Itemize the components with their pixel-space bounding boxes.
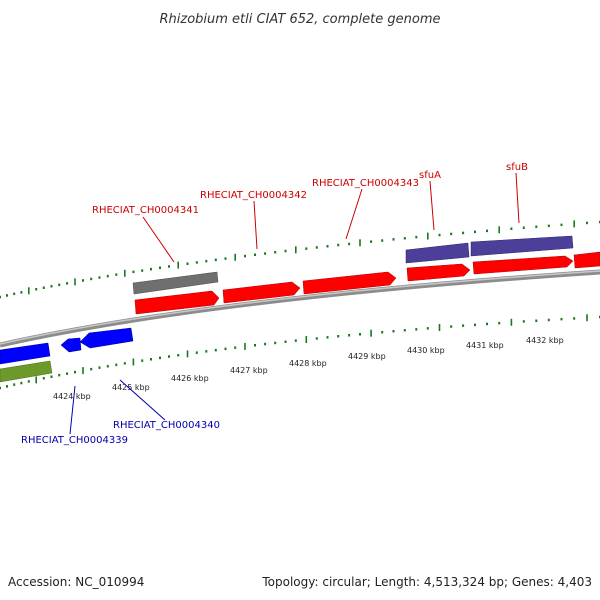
gene-forward-4341[interactable] (134, 290, 220, 315)
scale-label-4429: 4429 kbp (348, 352, 386, 361)
gene-layer-reverse (0, 327, 134, 383)
callout-sfuA (429, 180, 435, 231)
gene-label-4340[interactable]: RHECIAT_CH0004340 (113, 420, 220, 431)
outer-tick-track (0, 220, 600, 299)
reverse-callouts (69, 379, 166, 435)
callout-4339 (69, 385, 76, 435)
genome-summary-text: Topology: circular; Length: 4,513,324 bp… (261, 575, 592, 589)
accession-text: Accession: NC_010994 (8, 575, 144, 589)
scale-label-4424: 4424 kbp (53, 392, 91, 401)
gene-layer-forward (134, 251, 600, 315)
scale-label-4425: 4425 kbp (112, 383, 150, 392)
gene-label-4339[interactable]: RHECIAT_CH0004339 (21, 435, 128, 446)
gene-purple-sfuA[interactable] (405, 242, 470, 264)
genome-backbone (0, 269, 600, 348)
gene-purple-sfuB[interactable] (470, 235, 574, 257)
callout-4341 (142, 216, 175, 263)
scale-label-4432: 4432 kbp (526, 336, 564, 345)
callout-4342 (253, 200, 258, 250)
gene-layer-outer (132, 235, 574, 295)
scale-label-4430: 4430 kbp (407, 346, 445, 355)
gene-forward-sfuA[interactable] (406, 263, 471, 282)
genome-backbone-highlight (0, 270, 600, 345)
gene-label-sfuB[interactable]: sfuB (506, 162, 528, 173)
scale-labels: 4424 kbp 4425 kbp 4426 kbp 4427 kbp 4428… (53, 336, 564, 401)
gene-forward-sfuB[interactable] (472, 255, 574, 275)
gene-olive[interactable] (0, 360, 53, 383)
forward-callouts (142, 172, 520, 263)
callout-4340 (119, 379, 166, 421)
scale-label-4426: 4426 kbp (171, 374, 209, 383)
gene-forward-next[interactable] (573, 251, 600, 269)
reverse-gene-labels: RHECIAT_CH0004339 RHECIAT_CH0004340 (21, 420, 220, 446)
gene-reverse-4339[interactable] (60, 337, 82, 353)
gene-reverse-4340[interactable] (79, 327, 134, 349)
forward-gene-labels: RHECIAT_CH0004341 RHECIAT_CH0004342 RHEC… (92, 162, 528, 216)
gene-label-4341[interactable]: RHECIAT_CH0004341 (92, 205, 199, 216)
gene-label-4342[interactable]: RHECIAT_CH0004342 (200, 190, 307, 201)
map-title: Rhizobium etli CIAT 652, complete genome (160, 12, 441, 27)
scale-label-4427: 4427 kbp (230, 366, 268, 375)
gene-gray[interactable] (132, 271, 219, 295)
gene-forward-4343[interactable] (302, 271, 397, 295)
gene-forward-4342[interactable] (222, 281, 301, 304)
scale-label-4431: 4431 kbp (466, 341, 504, 350)
scale-label-4428: 4428 kbp (289, 359, 327, 368)
callout-sfuB (515, 172, 520, 224)
gene-label-sfuA[interactable]: sfuA (419, 170, 441, 181)
scale-tick-track (0, 314, 600, 390)
gene-label-4343[interactable]: RHECIAT_CH0004343 (312, 178, 419, 189)
callout-4343 (345, 188, 363, 240)
gene-reverse-left[interactable] (0, 342, 51, 365)
